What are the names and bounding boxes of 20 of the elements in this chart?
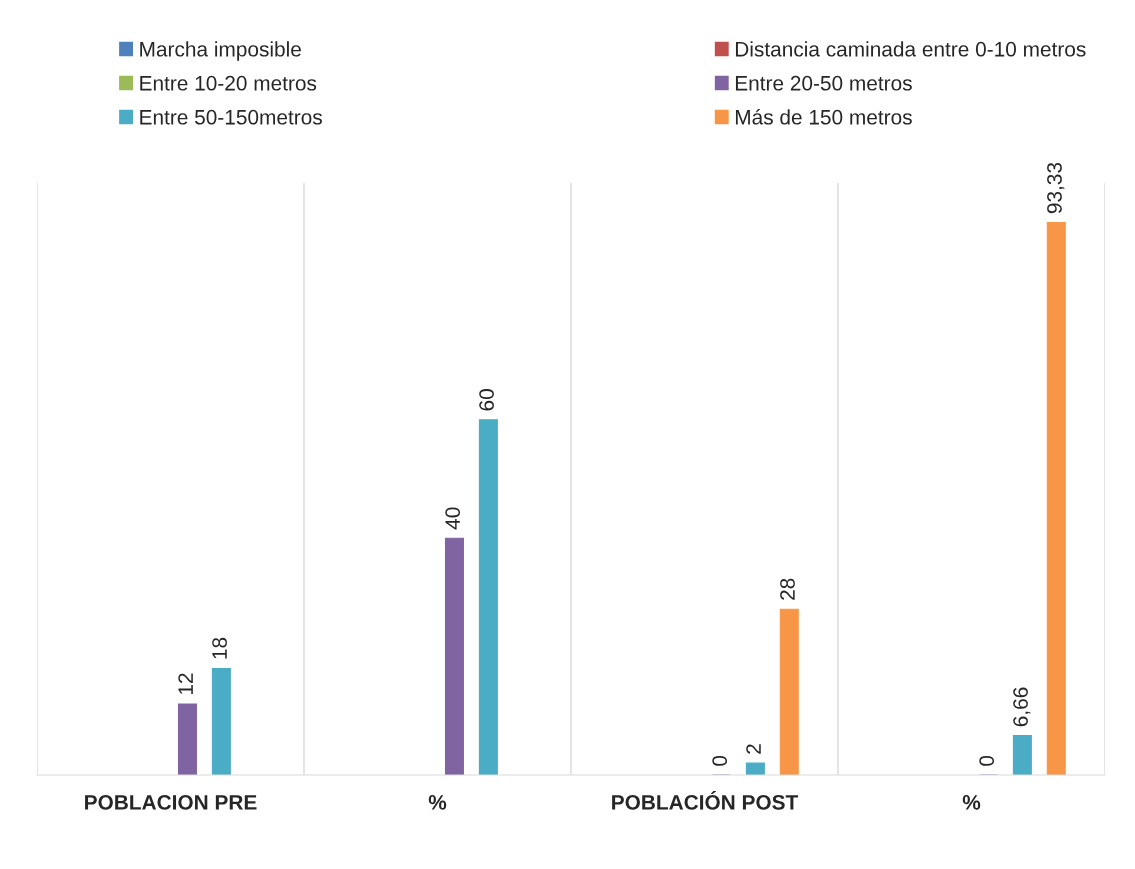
x-tick-label: POBLACION PRE <box>85 794 257 810</box>
data-label: 40 <box>445 507 461 530</box>
data-label: 0 <box>712 755 728 766</box>
x-tick-label: % <box>428 795 447 810</box>
x-tick-label: POBLACIÓN POST <box>612 791 799 810</box>
legend-label: Entre 10-20 metros <box>140 75 317 91</box>
legend-label: Entre 50-150metros <box>140 109 322 125</box>
data-label: 0 <box>979 755 995 766</box>
data-label: 28 <box>780 578 795 600</box>
legend-label: Marcha imposible <box>140 41 301 61</box>
legend-label: Más de 150 metros <box>735 109 912 125</box>
legend-label: Distancia caminada entre 0-10 metros <box>735 41 1086 57</box>
x-tick-label: % <box>962 795 981 810</box>
legend-label: Entre 20-50 metros <box>735 75 912 91</box>
data-label: 18 <box>212 637 227 659</box>
data-label: 6,66 <box>1013 687 1031 727</box>
data-label: 2 <box>746 744 761 754</box>
data-label: 12 <box>178 673 193 695</box>
data-label: 93,33 <box>1047 162 1065 214</box>
data-label: 60 <box>479 389 494 411</box>
